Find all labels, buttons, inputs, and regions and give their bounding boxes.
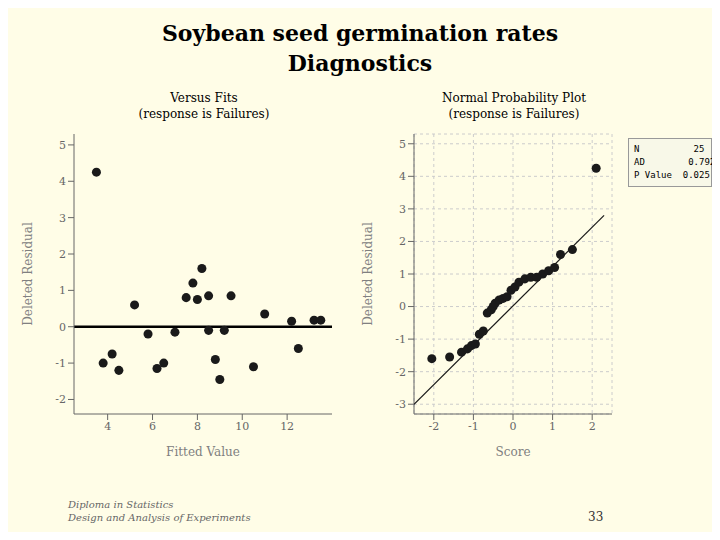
svg-text:1: 1 [549, 420, 556, 433]
svg-text:2: 2 [399, 235, 406, 248]
svg-text:4: 4 [399, 170, 406, 183]
svg-text:3: 3 [399, 203, 406, 216]
svg-text:4: 4 [59, 175, 66, 188]
svg-text:5: 5 [399, 138, 406, 151]
svg-text:2: 2 [59, 248, 66, 261]
svg-text:-1: -1 [468, 420, 479, 433]
html-text:Soybean seed germination rates: Soybean seed germination rates [161, 20, 559, 46]
html-text:Versus Fits: Versus Fits [170, 91, 238, 105]
svg-text:5: 5 [59, 139, 66, 152]
svg-text:-2: -2 [395, 366, 406, 379]
svg-text:-2: -2 [428, 420, 439, 433]
svg-text:8: 8 [194, 420, 201, 433]
html-text:P Value 0.025: P Value 0.025 [634, 170, 710, 180]
svg-text:-2: -2 [55, 393, 66, 406]
html-text:Normal Probability Plot: Normal Probability Plot [442, 91, 586, 105]
html-text:(response is Failures): (response is Failures) [448, 107, 580, 121]
svg-text:1: 1 [399, 268, 406, 281]
svg-text:Deleted Residual: Deleted Residual [21, 222, 35, 326]
svg-text:Fitted Value: Fitted Value [166, 445, 240, 459]
svg-text:12: 12 [280, 420, 294, 433]
svg-text:0: 0 [59, 321, 66, 334]
svg-text:Score: Score [495, 445, 530, 459]
svg-text:4: 4 [104, 420, 111, 433]
svg-text:10: 10 [235, 420, 249, 433]
html-text:33: 33 [588, 510, 604, 524]
html-text:Diagnostics: Diagnostics [287, 50, 433, 76]
html-text:N 25: N 25 [634, 144, 705, 154]
svg-text:-1: -1 [395, 333, 406, 346]
html-text:Diploma in Statistics: Diploma in Statistics [68, 499, 174, 510]
svg-text:0: 0 [399, 300, 406, 313]
svg-text:0: 0 [510, 420, 517, 433]
html-text:Design and Analysis of Experim: Design and Analysis of Experiments [68, 512, 251, 523]
svg-text:1: 1 [59, 284, 66, 297]
svg-text:-1: -1 [55, 357, 66, 370]
svg-text:3: 3 [59, 212, 66, 225]
svg-text:6: 6 [149, 420, 156, 433]
html-text:(response is Failures): (response is Failures) [138, 107, 270, 121]
svg-text:2: 2 [589, 420, 596, 433]
svg-text:-3: -3 [395, 398, 406, 411]
svg-text:Deleted Residual: Deleted Residual [361, 222, 375, 326]
